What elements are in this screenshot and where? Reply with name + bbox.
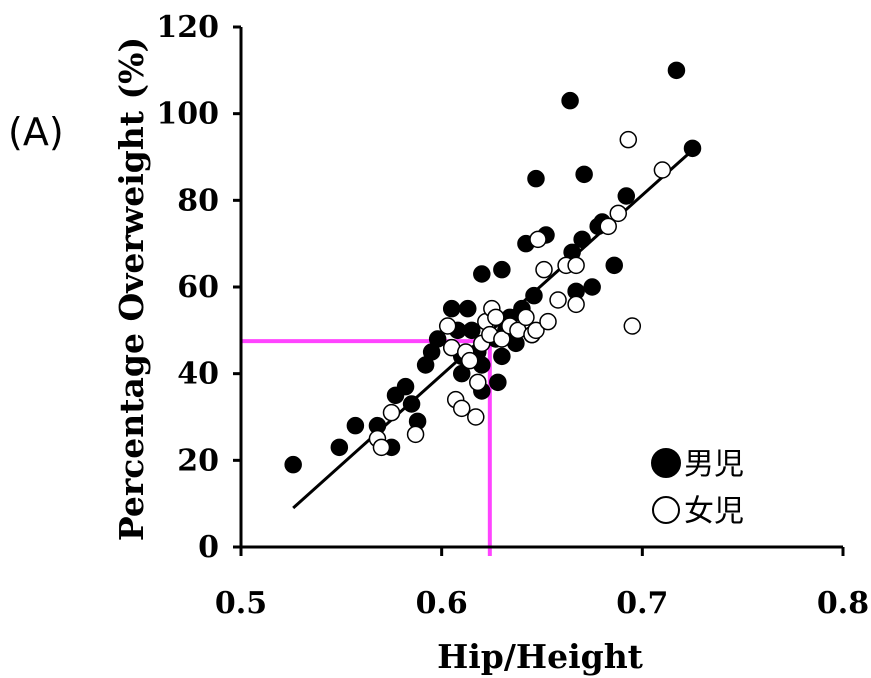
data-point-girls bbox=[609, 204, 628, 223]
data-point-boys bbox=[683, 139, 702, 158]
y-tick-label: 100 bbox=[156, 97, 219, 132]
data-point-girls bbox=[493, 330, 511, 348]
data-point-boys bbox=[473, 265, 491, 283]
data-point-girls bbox=[623, 317, 642, 335]
panel-label: (A) bbox=[8, 110, 64, 154]
data-point-boys bbox=[428, 330, 447, 348]
data-point-boys bbox=[452, 364, 471, 383]
data-point-girls bbox=[539, 312, 557, 331]
data-point-girls bbox=[529, 230, 547, 249]
data-point-boys bbox=[525, 286, 543, 305]
data-point-girls bbox=[406, 425, 425, 444]
y-tick-label: 40 bbox=[177, 357, 219, 392]
data-point-boys bbox=[442, 299, 461, 318]
x-tick-label: 0.5 bbox=[215, 586, 267, 621]
data-point-boys bbox=[583, 278, 601, 296]
data-point-girls bbox=[461, 351, 479, 370]
data-point-girls bbox=[438, 317, 457, 335]
data-point-boys bbox=[346, 416, 365, 435]
data-point-boys bbox=[561, 91, 579, 110]
data-point-girls bbox=[452, 399, 471, 418]
data-point-girls bbox=[599, 217, 617, 236]
y-tick-label: 120 bbox=[156, 10, 219, 45]
x-tick-label: 0.6 bbox=[416, 586, 468, 621]
data-point-boys bbox=[667, 61, 686, 80]
x-axis-title: Hip/Height bbox=[437, 637, 644, 676]
legend: 男児 女児 bbox=[651, 447, 744, 529]
data-point-boys bbox=[396, 377, 415, 396]
x-tick-label: 0.8 bbox=[817, 586, 869, 621]
legend-marker-boys bbox=[651, 448, 681, 478]
data-point-girls bbox=[549, 291, 567, 309]
data-point-boys bbox=[463, 321, 481, 340]
legend-label-girls: 女児 bbox=[684, 494, 744, 529]
data-point-girls bbox=[467, 408, 485, 426]
y-tick-label: 20 bbox=[177, 443, 219, 478]
data-point-boys bbox=[573, 230, 591, 249]
data-point-boys bbox=[527, 169, 545, 188]
data-point-boys bbox=[493, 260, 511, 279]
data-point-girls bbox=[567, 295, 585, 314]
plot-area: 0 20 40 60 80 100 120 0.5 0.6 0.7 0.8 bbox=[156, 10, 869, 621]
y-tick-label: 60 bbox=[177, 270, 219, 305]
data-point-boys bbox=[493, 347, 511, 366]
y-tick-label: 80 bbox=[177, 183, 219, 218]
data-point-boys bbox=[617, 187, 636, 205]
y-axis-title: Percentage Overweight (%) bbox=[112, 37, 151, 541]
data-point-girls bbox=[653, 161, 672, 179]
data-point-girls bbox=[372, 438, 391, 457]
data-point-boys bbox=[330, 438, 349, 457]
data-point-boys bbox=[284, 455, 302, 474]
data-point-girls bbox=[527, 321, 545, 340]
data-point-girls bbox=[487, 308, 505, 327]
data-point-boys bbox=[575, 165, 593, 184]
data-point-girls bbox=[469, 373, 487, 392]
data-point-boys bbox=[459, 299, 477, 318]
data-point-girls bbox=[567, 256, 585, 275]
x-tick-label: 0.7 bbox=[616, 586, 668, 621]
legend-label-boys: 男児 bbox=[684, 447, 744, 482]
data-point-girls bbox=[382, 403, 401, 422]
data-point-boys bbox=[402, 395, 421, 413]
data-point-boys bbox=[489, 373, 507, 392]
data-point-girls bbox=[535, 260, 553, 279]
legend-marker-girls bbox=[652, 496, 680, 524]
data-point-boys bbox=[605, 256, 623, 275]
data-point-girls bbox=[517, 308, 535, 327]
y-tick-label: 0 bbox=[198, 530, 219, 565]
data-point-girls bbox=[619, 130, 638, 149]
